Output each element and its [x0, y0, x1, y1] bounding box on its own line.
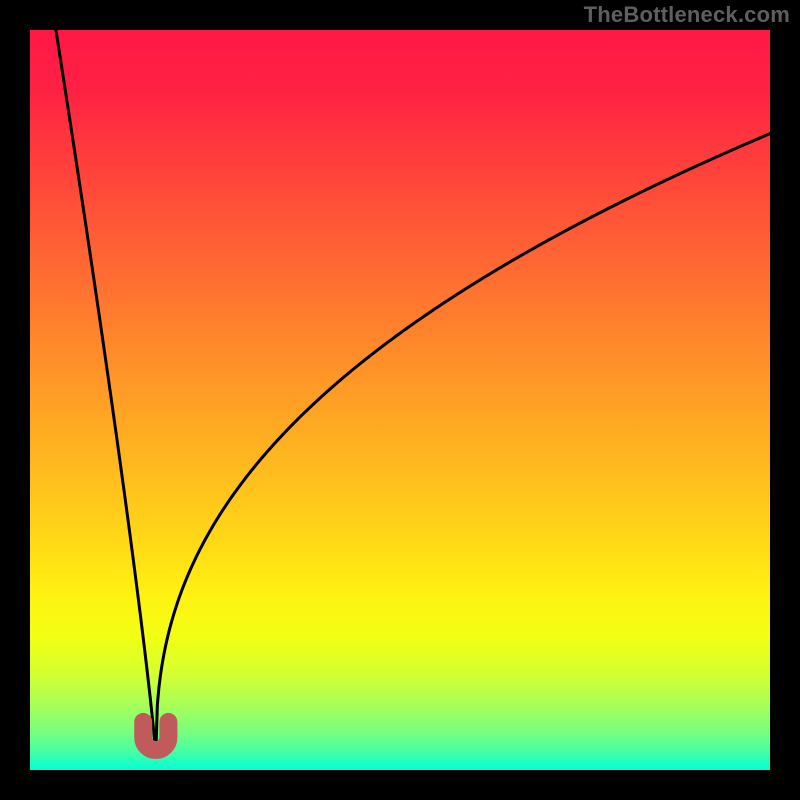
curve-overlay [0, 0, 800, 800]
watermark-text: TheBottleneck.com [584, 2, 790, 28]
chart-stage: TheBottleneck.com [0, 0, 800, 800]
bottleneck-curve [56, 30, 770, 755]
